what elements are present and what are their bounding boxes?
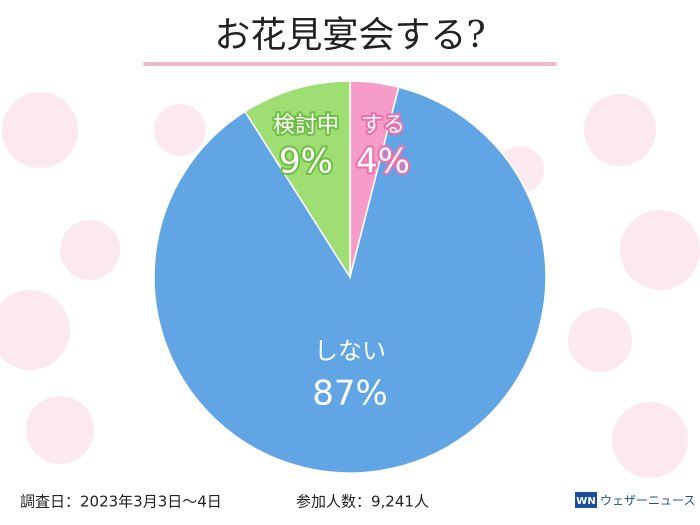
logo-mark-bg <box>575 492 597 508</box>
slice-label: する <box>361 113 405 138</box>
survey-date: 調査日：2023年3月3日〜4日 <box>20 493 222 511</box>
pie-slice <box>243 80 351 280</box>
slice-label: しない <box>314 337 386 365</box>
value-label: 4% <box>356 142 410 182</box>
slice-label: 検討中 <box>273 113 339 138</box>
chart-title: お花見宴会する? <box>214 15 485 56</box>
pie-slice <box>153 86 547 474</box>
sakura-decor <box>0 92 700 478</box>
logo-mark: WN <box>576 496 595 507</box>
logo-text: ウェザーニュース <box>600 494 695 508</box>
pie: する 4% しない 87% 検討中 9% <box>153 80 547 474</box>
sample-size: 参加人数：9,241人 <box>296 493 429 511</box>
value-label: 9% <box>279 142 333 182</box>
value-label: 87% <box>312 374 388 414</box>
